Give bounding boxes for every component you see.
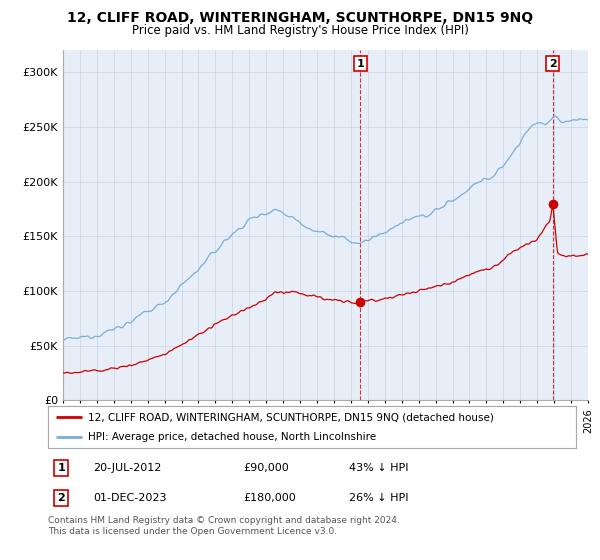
Text: 1: 1 [58,463,65,473]
Text: £180,000: £180,000 [244,493,296,503]
Text: Contains HM Land Registry data © Crown copyright and database right 2024.
This d: Contains HM Land Registry data © Crown c… [48,516,400,536]
Text: 01-DEC-2023: 01-DEC-2023 [93,493,166,503]
Text: Price paid vs. HM Land Registry's House Price Index (HPI): Price paid vs. HM Land Registry's House … [131,24,469,36]
Text: 43% ↓ HPI: 43% ↓ HPI [349,463,409,473]
Text: 12, CLIFF ROAD, WINTERINGHAM, SCUNTHORPE, DN15 9NQ: 12, CLIFF ROAD, WINTERINGHAM, SCUNTHORPE… [67,11,533,25]
Text: 20-JUL-2012: 20-JUL-2012 [93,463,161,473]
Text: 12, CLIFF ROAD, WINTERINGHAM, SCUNTHORPE, DN15 9NQ (detached house): 12, CLIFF ROAD, WINTERINGHAM, SCUNTHORPE… [88,412,493,422]
Text: 26% ↓ HPI: 26% ↓ HPI [349,493,409,503]
Text: 1: 1 [356,59,364,68]
Text: 2: 2 [549,59,557,68]
Text: 2: 2 [58,493,65,503]
Text: HPI: Average price, detached house, North Lincolnshire: HPI: Average price, detached house, Nort… [88,432,376,442]
Text: £90,000: £90,000 [244,463,289,473]
